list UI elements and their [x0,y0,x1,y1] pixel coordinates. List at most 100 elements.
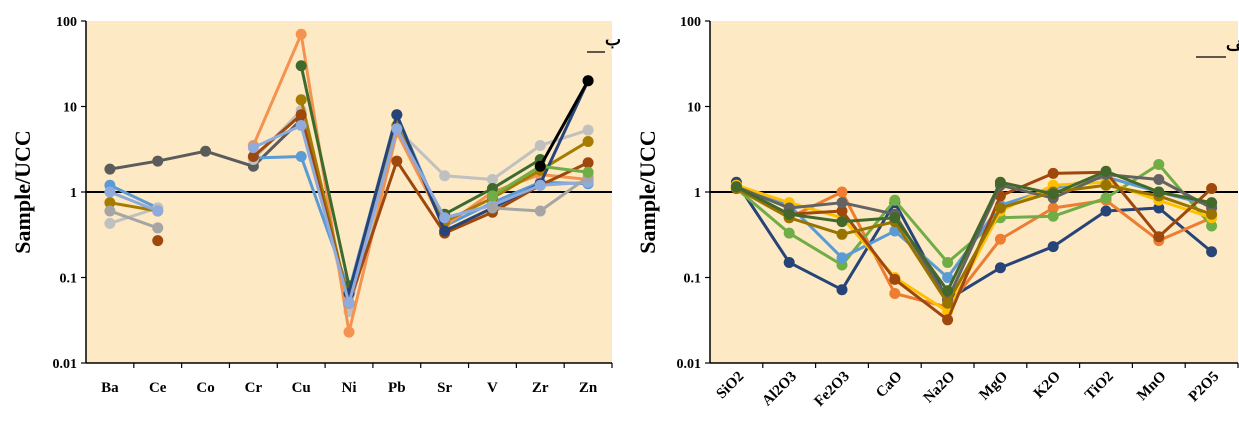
y-tick-label: 100 [56,15,77,30]
y-tick-label: 0.1 [684,272,702,287]
data-point [995,202,1006,213]
y-tick-label: 0.01 [677,357,702,372]
data-point [152,222,163,233]
data-point [889,288,900,299]
x-tick-label: Cr [245,380,263,396]
x-tick-label: Fe2O3 [811,369,852,410]
data-point [152,156,163,167]
data-point [1153,159,1164,170]
x-tick-label: Ni [342,380,357,396]
data-point [1206,183,1217,194]
data-point [837,187,848,198]
x-tick-label: Na2O [921,369,959,407]
data-point [152,205,163,216]
data-point [583,167,594,178]
x-tick-label: SiO2 [714,369,748,403]
x-tick-label: K2O [1031,369,1064,402]
data-point [296,60,307,71]
x-tick-label: Sr [437,380,452,396]
y-tick-label: 1 [694,186,701,201]
data-point [1153,231,1164,242]
x-tick-label: Co [196,380,214,396]
data-point [942,257,953,268]
data-point [439,170,450,181]
data-point [487,190,498,201]
data-point [995,177,1006,188]
data-point [1048,211,1059,222]
data-point [1206,197,1217,208]
data-point [942,298,953,309]
data-point [439,225,450,236]
data-point [1101,193,1112,204]
data-point [1206,209,1217,220]
data-point [439,212,450,223]
data-point [152,235,163,246]
x-tick-label: MgO [976,369,1011,404]
data-point [837,252,848,263]
y-axis-label: Sample/UCC [635,130,660,253]
x-tick-label: CaO [873,369,906,402]
data-point [1153,187,1164,198]
data-point [837,284,848,295]
data-point [784,209,795,220]
data-point [104,187,115,198]
data-point [889,274,900,285]
data-point [942,314,953,325]
chart-right-panel-b: 0.01 0.1 1 10 100 Sample/UCC Ba Ce Co Cr Cu Ni Pb Sr V… [10,15,621,396]
x-tick-label: Zr [532,380,549,396]
data-point [391,156,402,167]
panel-label: ب [605,30,621,49]
data-point [995,234,1006,245]
data-point [104,164,115,175]
data-point [296,120,307,131]
data-point [1048,168,1059,179]
data-point [487,202,498,213]
data-point [104,205,115,216]
data-point [535,205,546,216]
data-point [837,216,848,227]
data-point [1048,241,1059,252]
data-point [104,218,115,229]
x-tick-label: Al2O3 [759,369,800,410]
x-tick-label: Pb [388,380,406,396]
data-point [248,142,259,153]
x-tick-label: Zn [579,380,598,396]
data-point [1101,205,1112,216]
data-point [784,257,795,268]
data-point [784,228,795,239]
y-tick-label: 100 [680,15,701,30]
data-point [296,151,307,162]
y-tick-label: 0.01 [53,357,78,372]
data-point [1048,188,1059,199]
data-point [344,298,355,309]
data-point [535,161,546,172]
data-point [889,212,900,223]
data-point [1101,180,1112,191]
y-tick-label: 10 [687,101,701,116]
x-tick-label: MnO [1134,369,1169,404]
data-point [837,229,848,240]
x-tick-label: P2O5 [1186,369,1223,406]
data-point [1206,246,1217,257]
y-tick-label: 10 [63,101,77,116]
data-point [391,123,402,134]
data-point [296,94,307,105]
data-point [995,262,1006,273]
data-point [583,125,594,136]
x-tick-label: TiO2 [1082,369,1117,404]
data-point [296,109,307,120]
data-point [200,146,211,157]
data-point [837,197,848,208]
data-point [889,195,900,206]
y-tick-label: 1 [70,186,77,201]
x-tick-label: Cu [292,380,311,396]
y-tick-label: 0.1 [60,272,78,287]
data-point [942,285,953,296]
y-axis-label: Sample/UCC [10,130,35,253]
x-tick-label: Ce [149,380,167,396]
data-point [583,157,594,168]
chart-left-panel-alef: 0.01 0.1 1 10 100 Sample/UCC SiO2 Al2O3 Fe2O3 CaO… [635,15,1239,410]
data-point [344,327,355,338]
data-point [731,181,742,192]
panel-label: الف [1226,35,1239,54]
